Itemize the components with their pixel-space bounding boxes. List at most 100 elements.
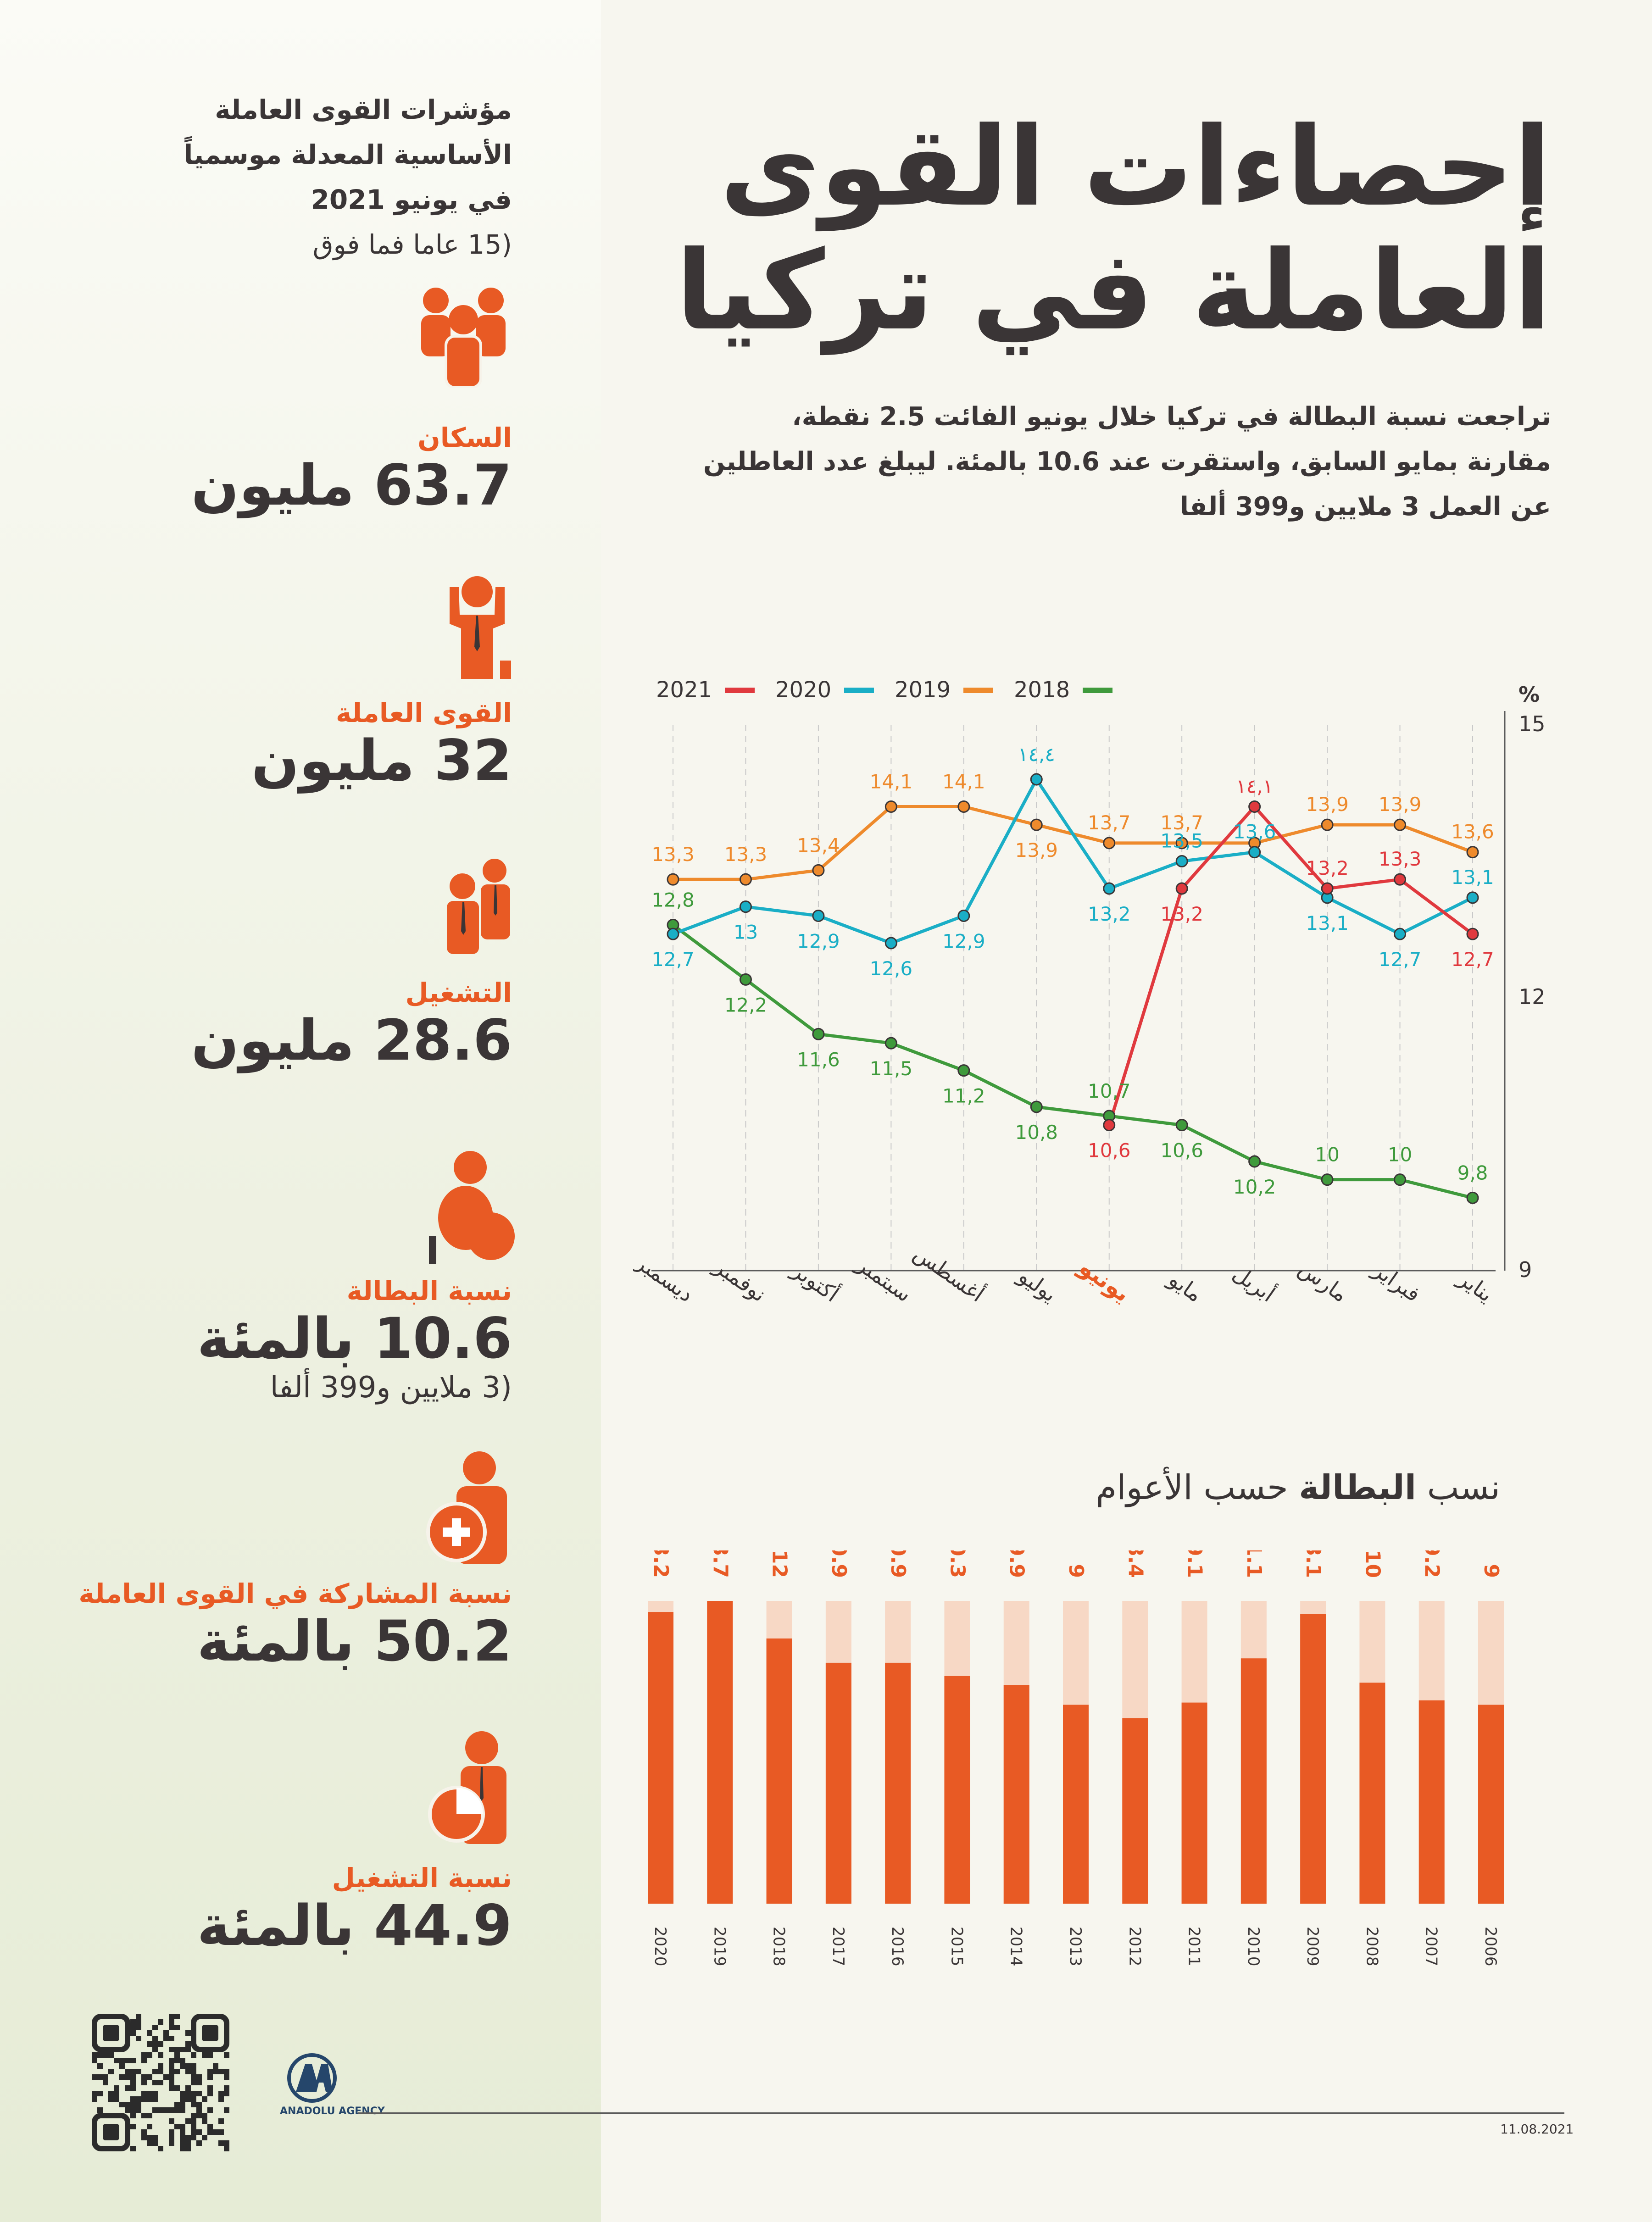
- qr-module: [136, 2019, 141, 2025]
- bar-year-label: 2019: [710, 1927, 729, 1966]
- qr-module: [196, 2091, 202, 2096]
- x-tick-label: فبراير: [1368, 1256, 1425, 1307]
- data-label-2021: 10,6: [1088, 1139, 1131, 1162]
- qr-module: [191, 2102, 196, 2107]
- qr-module: [141, 2113, 147, 2118]
- qr-module: [207, 2124, 213, 2129]
- qr-module: [152, 2135, 158, 2140]
- data-point-2019: [1321, 818, 1334, 831]
- data-label-2018: 10,2: [1233, 1176, 1276, 1198]
- bar-year-label: 2015: [947, 1927, 966, 1966]
- qr-module: [147, 2091, 152, 2096]
- qr-finder-center: [103, 2124, 119, 2140]
- qr-module: [196, 2080, 202, 2085]
- x-tick-label: مارس: [1294, 1256, 1352, 1307]
- labor-force-icon: [450, 576, 511, 679]
- qr-module: [207, 2052, 213, 2058]
- stat-population: السكان 63.7 مليون: [7, 422, 512, 517]
- qr-module: [108, 2096, 114, 2102]
- bar-year-label: 2013: [1066, 1927, 1085, 1966]
- qr-module: [141, 2052, 147, 2058]
- qr-module: [174, 2107, 180, 2113]
- intro-line-1: تراجعت نسبة البطالة في تركيا خلال يونيو …: [792, 402, 1551, 432]
- data-point-2019: [1466, 846, 1479, 859]
- qr-module: [130, 2058, 136, 2063]
- stat-value: 32 مليون: [251, 728, 512, 793]
- legend-label-2020: 2020: [775, 677, 831, 703]
- qr-module: [191, 2135, 196, 2140]
- data-label-2020: 13,2: [1088, 903, 1131, 925]
- qr-module: [158, 2041, 163, 2047]
- qr-module: [141, 2135, 147, 2140]
- legend-label-2018: 2018: [1014, 677, 1070, 703]
- qr-module: [196, 2107, 202, 2113]
- qr-module: [141, 2096, 147, 2102]
- qr-module: [224, 2074, 229, 2080]
- data-label-2019: 13,9: [1306, 793, 1349, 816]
- bar-chart-title: نسب البطالة حسب الأعوام: [642, 1468, 1500, 1507]
- qr-module: [218, 2129, 224, 2135]
- qr-module: [125, 2074, 130, 2080]
- page-title: إحصاءات القوى العاملة في تركيا: [634, 106, 1551, 353]
- stat-employment: التشغيل 28.6 مليون: [7, 977, 512, 1072]
- data-point-2020: [1030, 773, 1043, 786]
- qr-module: [185, 2146, 191, 2151]
- data-point-2020: [1103, 882, 1116, 895]
- qr-module: [224, 2052, 229, 2058]
- qr-module: [202, 2052, 207, 2058]
- qr-module: [141, 2080, 147, 2085]
- qr-module: [125, 2058, 130, 2063]
- stat-value: 50.2 بالمئة: [197, 1609, 512, 1674]
- qr-module: [185, 2085, 191, 2091]
- bar-title-part-2: حسب الأعوام: [1096, 1468, 1288, 1507]
- data-label-2018: 12,2: [724, 994, 768, 1016]
- data-point-2020: [812, 910, 825, 922]
- data-point-2019: [1030, 818, 1043, 831]
- qr-module: [130, 2085, 136, 2091]
- qr-module: [97, 2074, 103, 2080]
- sidebar-header-line-1: مؤشرات القوى العاملة: [215, 94, 512, 125]
- data-label-2019: 13,9: [1379, 793, 1422, 816]
- data-label-2020: 13: [734, 921, 758, 944]
- sidebar-header: مؤشرات القوى العاملة الأساسية المعدلة مو…: [7, 87, 512, 267]
- participation-icon: [426, 1451, 507, 1564]
- qr-module: [92, 2074, 97, 2080]
- sidebar-header-line-2: الأساسية المعدلة موسمياً: [184, 139, 512, 170]
- qr-module: [174, 2085, 180, 2091]
- bar-title-bold: البطالة: [1299, 1468, 1417, 1507]
- qr-module: [180, 2096, 185, 2102]
- qr-module: [147, 2074, 152, 2080]
- qr-module: [185, 2091, 191, 2096]
- bar-value-label: 9.9: [1005, 1550, 1029, 1578]
- qr-module: [152, 2080, 158, 2085]
- qr-module: [224, 2107, 229, 2113]
- qr-module: [97, 2063, 103, 2069]
- qr-module: [218, 2091, 224, 2096]
- data-point-2019: [884, 800, 897, 813]
- qr-module: [141, 2058, 147, 2063]
- stat-value: 10.6 بالمئة: [197, 1306, 512, 1371]
- stat-unemployment: نسبة البطالة 10.6 بالمئة (3 ملايين و399 …: [7, 1275, 512, 1405]
- data-point-2021: [1175, 882, 1188, 895]
- qr-module: [114, 2058, 119, 2063]
- x-tick-label: يوليو: [1013, 1263, 1061, 1307]
- qr-module: [141, 2129, 147, 2135]
- qr-module: [224, 2140, 229, 2146]
- employment-icon: [447, 859, 510, 954]
- stat-label: القوى العاملة: [335, 697, 512, 728]
- qr-module: [224, 2069, 229, 2074]
- bar-year-label: 2017: [829, 1927, 847, 1966]
- qr-module: [185, 2135, 191, 2140]
- qr-module: [130, 2074, 136, 2080]
- qr-module: [136, 2102, 141, 2107]
- bar-value-label: 13.2: [649, 1550, 673, 1578]
- stat-label: نسبة البطالة: [346, 1275, 512, 1306]
- bar-year-label: 2007: [1422, 1927, 1441, 1966]
- qr-module: [152, 2036, 158, 2041]
- qr-module: [207, 2129, 213, 2135]
- qr-module: [130, 2030, 136, 2036]
- data-point-2019: [1103, 837, 1116, 850]
- qr-module: [147, 2140, 152, 2146]
- bar-year-label: 2016: [888, 1927, 907, 1966]
- y-axis-unit: %: [1519, 682, 1540, 707]
